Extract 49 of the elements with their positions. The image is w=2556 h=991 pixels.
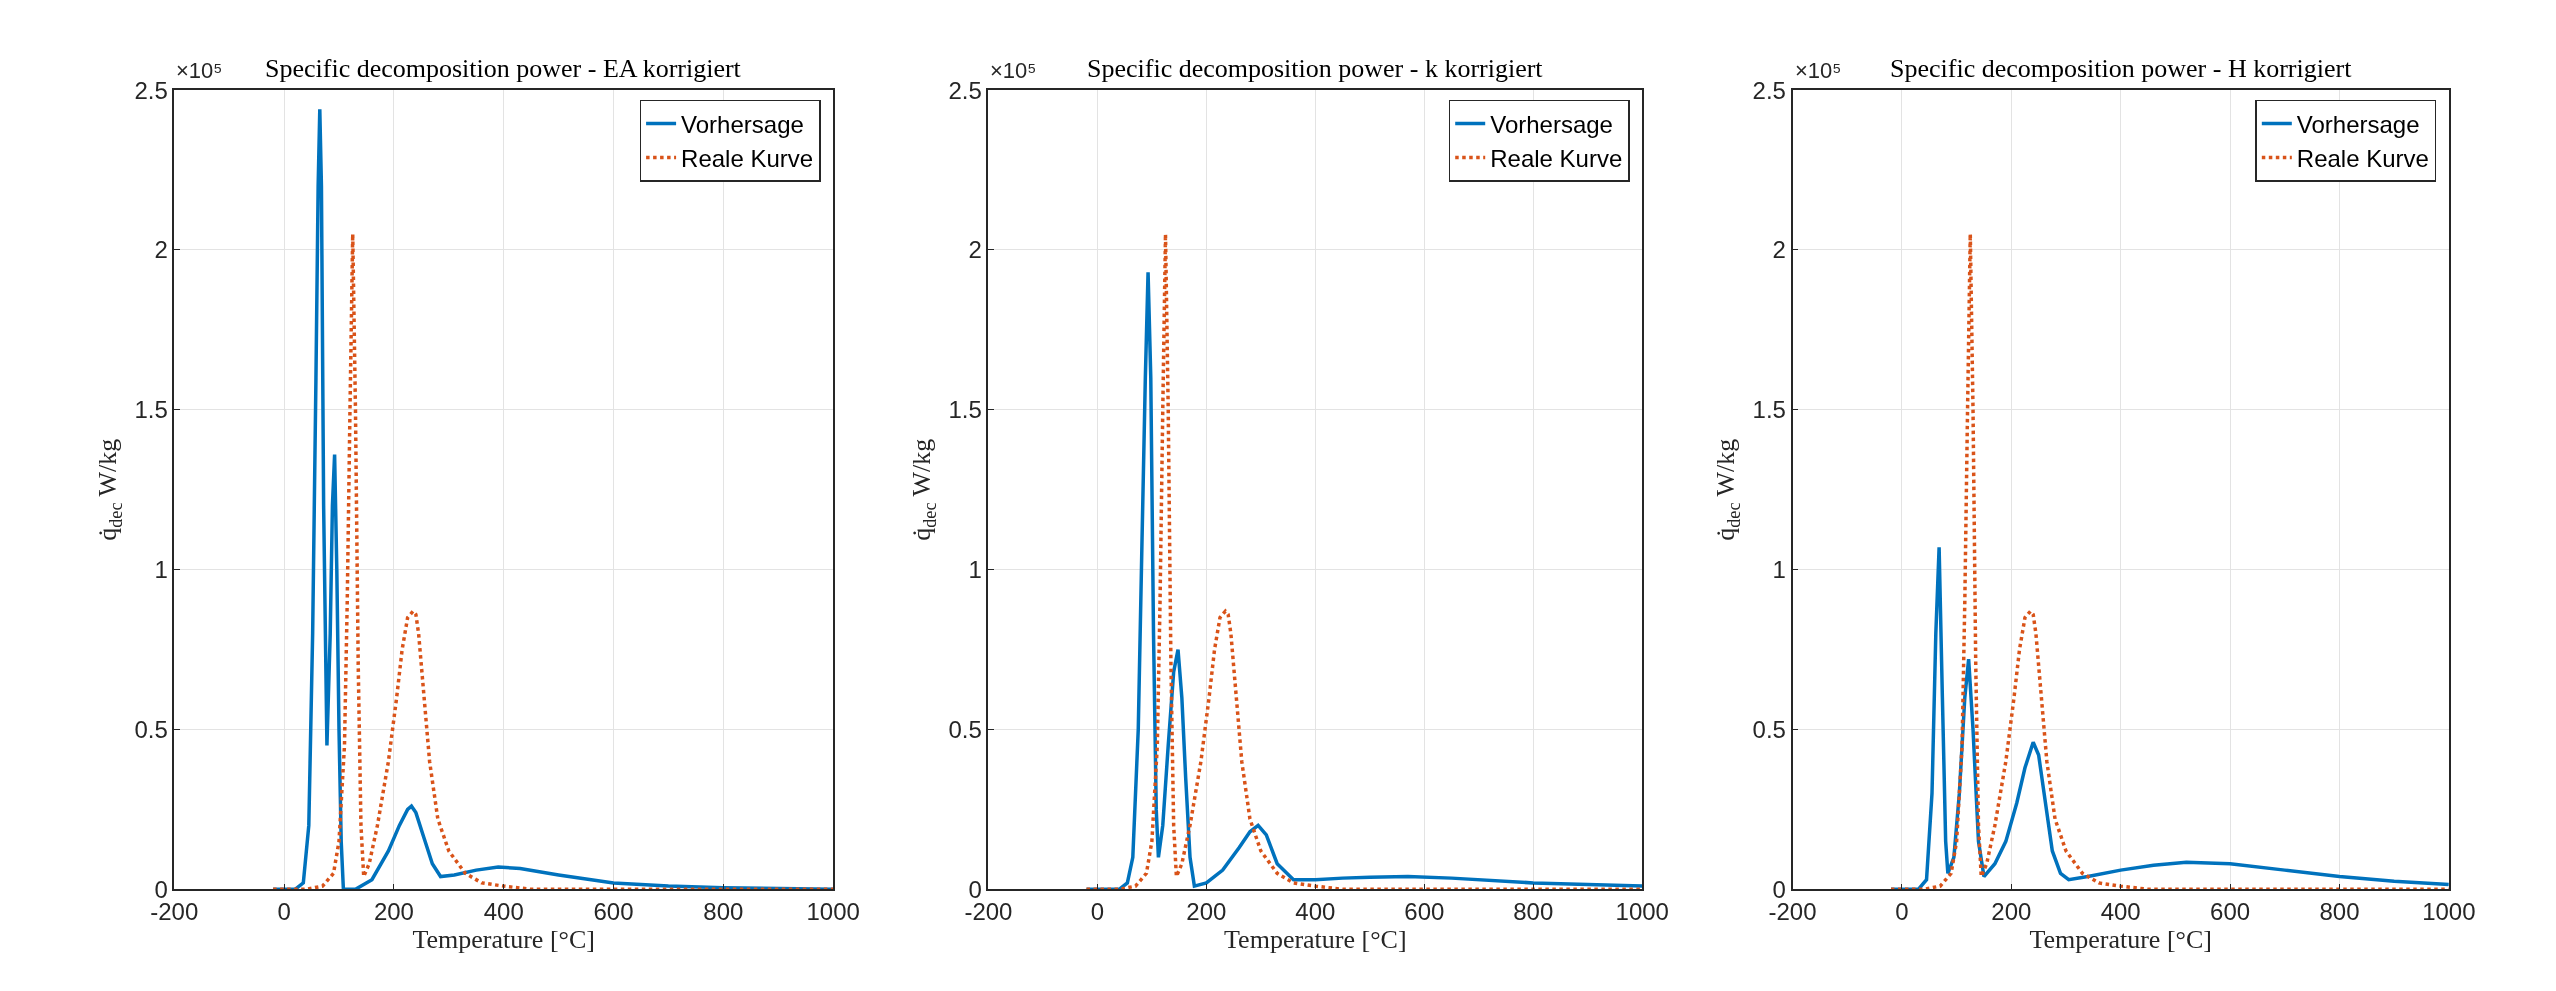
x-tick-label: 600 xyxy=(2210,897,2251,925)
y-tick-label: 2 xyxy=(1772,236,1786,264)
chart-title: Specific decomposition power - k korrigiert xyxy=(1087,54,1544,83)
legend-label: Reale Kurve xyxy=(2296,144,2429,172)
y-tick-label: 0.5 xyxy=(948,715,982,743)
text: ×10⁵ xyxy=(1795,58,1842,83)
x-tick-label: 0 xyxy=(1090,897,1105,925)
x-tick-label: 800 xyxy=(703,897,744,925)
y-tick-label: 1.5 xyxy=(1752,396,1786,424)
x-tick-label: 1000 xyxy=(2422,897,2476,925)
x-tick-label: 600 xyxy=(593,897,634,925)
x-tick-label: 400 xyxy=(1295,897,1336,925)
x-tick-label: 200 xyxy=(373,897,414,925)
x-tick-label: 800 xyxy=(1513,897,1554,925)
x-tick-label: 1000 xyxy=(1615,897,1669,925)
text: ×10⁵ xyxy=(176,58,223,83)
legend-label: Vorhersage xyxy=(1490,110,1613,138)
chart-title: Specific decomposition power - EA korrigiert xyxy=(265,54,742,83)
x-tick-label: 0 xyxy=(277,897,291,925)
y-tick-label: 1.5 xyxy=(134,396,168,424)
y-tick-label: 0.5 xyxy=(1752,715,1786,743)
legend-label: Vorhersage xyxy=(681,110,804,138)
legend-label: Vorhersage xyxy=(2296,110,2420,138)
x-axis-title: Temperature [°C] xyxy=(412,924,595,954)
x-tick-label: 400 xyxy=(483,897,524,925)
y-tick-label: 1 xyxy=(154,556,168,584)
text: ×10⁵ xyxy=(990,58,1037,83)
x-tick-label: 0 xyxy=(1895,897,1909,925)
y-tick-label: 2 xyxy=(968,236,982,264)
y-tick-label: 2.5 xyxy=(948,76,982,104)
x-tick-label: 200 xyxy=(1991,897,2032,925)
x-tick-label: 1000 xyxy=(806,897,860,925)
x-axis-title: Temperature [°C] xyxy=(2029,924,2212,954)
legend-label: Reale Kurve xyxy=(681,144,814,172)
legend-label: Reale Kurve xyxy=(1490,144,1623,172)
y-tick-label: 1 xyxy=(1772,556,1786,584)
x-tick-label: 400 xyxy=(2100,897,2141,925)
chart-title: Specific decomposition power - H korrigiert xyxy=(1890,54,2353,83)
line-series xyxy=(271,232,834,890)
y-tick-label: 1.5 xyxy=(948,396,982,424)
y-tick-label: 1 xyxy=(968,556,982,584)
x-tick-label: 600 xyxy=(1404,897,1445,925)
x-tick-label: 800 xyxy=(2319,897,2360,925)
y-tick-label: 2 xyxy=(154,236,168,264)
x-tick-label: 200 xyxy=(1186,897,1227,925)
x-axis-title: Temperature [°C] xyxy=(1224,924,1407,954)
y-tick-label: 2.5 xyxy=(134,76,168,104)
y-tick-label: 0.5 xyxy=(134,715,168,743)
y-tick-label: 2.5 xyxy=(1752,76,1786,104)
